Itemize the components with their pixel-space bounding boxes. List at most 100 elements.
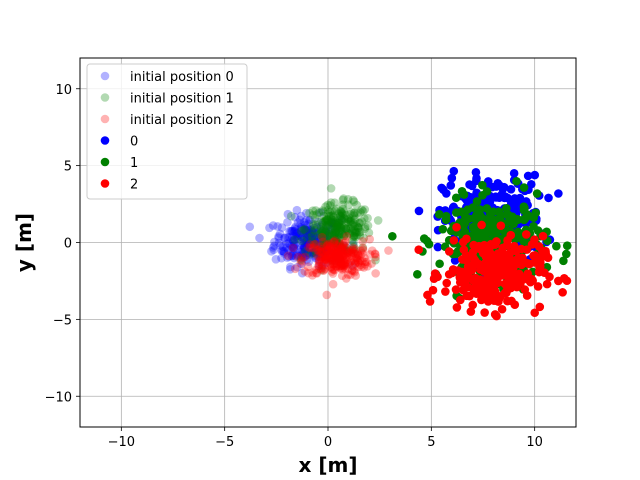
data-point — [478, 180, 487, 190]
data-point — [331, 229, 340, 238]
data-point — [336, 215, 346, 224]
data-point — [471, 226, 480, 236]
data-point — [359, 263, 369, 272]
data-point — [314, 230, 323, 240]
data-point — [506, 261, 515, 270]
data-point — [311, 206, 320, 215]
data-point — [304, 230, 313, 240]
data-point — [286, 246, 295, 256]
data-point — [318, 236, 328, 246]
data-point — [321, 227, 331, 236]
data-point — [425, 297, 435, 306]
data-point — [336, 244, 346, 254]
data-point — [353, 222, 363, 232]
data-point — [350, 231, 359, 241]
data-point — [324, 251, 333, 260]
data-point — [326, 211, 336, 221]
data-point — [296, 255, 306, 265]
data-point — [327, 218, 337, 228]
data-point — [293, 231, 302, 241]
data-point — [348, 220, 357, 230]
data-point — [355, 231, 365, 240]
data-point — [304, 225, 313, 234]
data-point — [338, 204, 348, 214]
data-point — [337, 220, 346, 230]
data-point — [316, 234, 326, 243]
data-point — [447, 173, 457, 183]
data-point — [500, 279, 510, 289]
data-point — [355, 218, 365, 228]
data-point — [327, 256, 337, 266]
data-point — [339, 223, 349, 232]
data-point — [331, 262, 341, 271]
data-point — [331, 252, 341, 261]
data-point — [320, 252, 329, 262]
data-point — [280, 249, 289, 258]
data-point — [298, 241, 308, 250]
data-point — [306, 229, 316, 239]
data-point — [336, 241, 345, 251]
data-point — [331, 226, 340, 236]
data-point — [331, 249, 340, 259]
data-point — [314, 227, 324, 236]
data-point — [327, 255, 337, 265]
data-point — [318, 206, 327, 215]
data-point — [321, 227, 330, 236]
data-point — [301, 216, 311, 225]
data-point — [318, 235, 328, 244]
data-point — [287, 251, 297, 261]
data-point — [360, 224, 370, 234]
data-point — [351, 214, 360, 223]
data-point — [338, 230, 347, 239]
data-point — [309, 248, 319, 258]
data-point — [413, 270, 422, 279]
data-point — [336, 263, 345, 273]
data-point — [333, 248, 343, 258]
data-point — [322, 253, 331, 263]
data-point — [313, 230, 323, 239]
data-point — [301, 243, 310, 253]
data-point — [331, 239, 341, 249]
data-point — [289, 241, 299, 251]
data-point — [481, 231, 490, 241]
data-point — [325, 242, 335, 251]
data-point — [360, 222, 370, 232]
data-point — [339, 207, 349, 216]
data-point — [472, 289, 481, 299]
data-point — [301, 229, 310, 238]
data-point — [299, 225, 308, 234]
data-point — [456, 295, 465, 305]
data-point — [283, 251, 293, 261]
data-point — [300, 236, 309, 246]
data-point — [340, 241, 349, 251]
data-point — [296, 247, 305, 257]
data-point — [337, 226, 347, 236]
data-point — [309, 251, 319, 260]
data-point — [338, 251, 348, 261]
data-point — [341, 245, 350, 255]
data-point — [356, 260, 365, 270]
data-point — [300, 242, 309, 252]
data-point — [307, 227, 316, 237]
data-point — [323, 261, 333, 270]
data-point — [293, 252, 303, 262]
data-point — [319, 234, 329, 243]
data-point — [332, 234, 342, 244]
data-point — [315, 240, 325, 249]
data-point — [320, 243, 330, 253]
data-point — [350, 228, 360, 238]
data-point — [265, 223, 274, 233]
data-point — [322, 241, 332, 250]
data-point — [332, 222, 341, 232]
data-point — [348, 261, 357, 270]
data-point — [324, 243, 334, 253]
data-point — [334, 254, 344, 264]
data-point — [340, 229, 350, 239]
data-point — [287, 232, 297, 241]
data-point — [314, 255, 324, 265]
data-point — [358, 256, 367, 266]
data-point — [297, 224, 307, 234]
data-point — [384, 246, 393, 255]
data-point — [336, 251, 346, 261]
data-point — [333, 218, 343, 228]
